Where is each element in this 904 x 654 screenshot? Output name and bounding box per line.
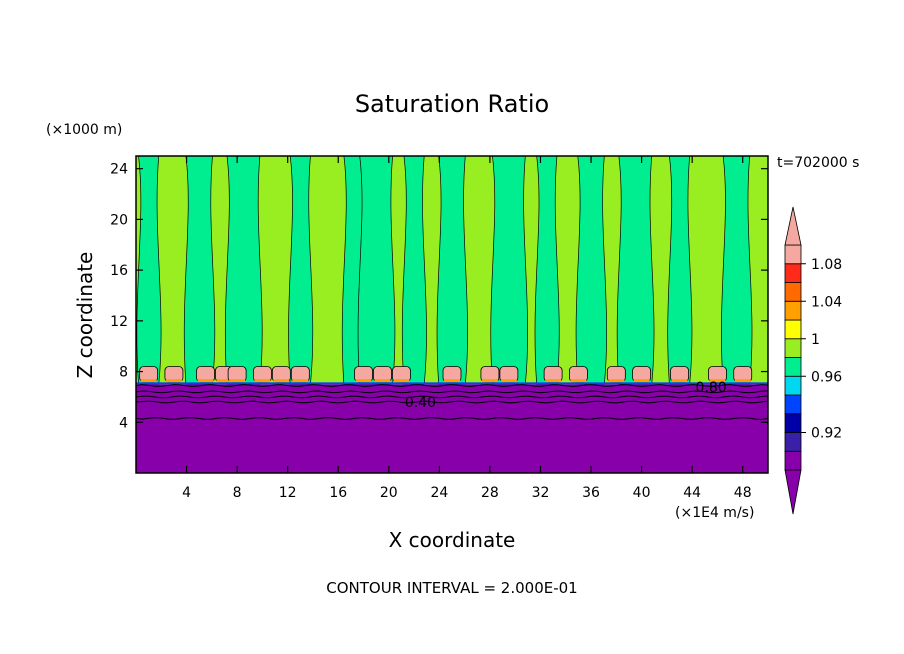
saturated-cell-edge xyxy=(444,379,460,383)
x-tick-label: 40 xyxy=(633,485,651,501)
moist-column xyxy=(616,155,655,385)
saturated-cell-edge xyxy=(570,379,587,383)
saturated-cell-edge xyxy=(500,379,517,383)
colorbar-segment xyxy=(784,413,802,433)
saturated-cell-edge xyxy=(140,379,157,383)
saturated-cell-edge xyxy=(355,379,372,383)
y-tick-label: 20 xyxy=(110,212,128,228)
contour-lines xyxy=(135,384,769,420)
x-tick-label: 8 xyxy=(233,485,242,501)
moist-column xyxy=(490,155,528,385)
colorbar-tick-label: 0.96 xyxy=(811,369,842,385)
colorbar-segment xyxy=(784,432,802,452)
contour-label: 0.40 xyxy=(405,395,436,411)
chart-title: Saturation Ratio xyxy=(355,90,549,118)
x-tick-label: 16 xyxy=(329,485,347,501)
contour-plot-area xyxy=(136,155,768,473)
y-tick-label: 4 xyxy=(119,415,128,431)
colorbar-segment xyxy=(784,263,802,283)
contour-line xyxy=(135,400,769,404)
x-axis-label: X coordinate xyxy=(389,528,516,552)
saturated-cell-edge xyxy=(197,379,214,383)
x-tick-label: 20 xyxy=(380,485,398,501)
saturated-cell-edge xyxy=(671,379,688,383)
contour-line xyxy=(135,395,769,399)
x-tick-label: 12 xyxy=(279,485,297,501)
saturated-cell-edge xyxy=(374,379,391,383)
contour-line xyxy=(135,384,769,387)
x-tick-label: 28 xyxy=(481,485,499,501)
x-tick-label: 32 xyxy=(532,485,550,501)
colorbar-tick-label: 1.04 xyxy=(811,294,842,310)
x-tick-label: 24 xyxy=(430,485,448,501)
colorbar-segment xyxy=(784,375,802,396)
saturated-cell-edge xyxy=(734,379,751,383)
x-tick-label: 4 xyxy=(182,485,191,501)
saturated-cell-edge xyxy=(292,379,309,383)
colorbar-segment xyxy=(784,300,802,321)
moist-column xyxy=(534,155,560,385)
saturated-cell-edge xyxy=(481,379,498,383)
moist-column xyxy=(401,155,427,385)
saturated-cell-edge xyxy=(709,379,726,383)
saturated-cell-edge xyxy=(165,379,182,383)
y-tick-label: 16 xyxy=(110,263,128,279)
colorbar-segment xyxy=(784,338,802,358)
transition-band xyxy=(136,382,768,385)
y-unit-label: (×1000 m) xyxy=(46,122,122,138)
contour-label: 0.80 xyxy=(696,380,727,396)
y-axis-label: Z coordinate xyxy=(73,252,97,379)
x-tick-label: 48 xyxy=(734,485,752,501)
saturated-cell-edge xyxy=(393,379,410,383)
y-axis-ticks: 4 8 12 16 20 24 xyxy=(110,162,768,431)
colorbar-segment xyxy=(784,357,802,377)
saturated-cell-edge xyxy=(273,379,290,383)
saturated-cell-edge xyxy=(254,379,271,383)
colorbar-segment xyxy=(784,319,802,340)
saturated-cell-edge xyxy=(545,379,562,383)
moist-column xyxy=(288,155,314,385)
colorbar-segment xyxy=(784,450,802,471)
x-tick-label: 44 xyxy=(683,485,701,501)
moist-column xyxy=(575,155,607,385)
saturated-cell-edge xyxy=(229,379,246,383)
colorbar-max-arrow xyxy=(784,206,802,246)
plot-frame xyxy=(135,155,769,474)
saturated-cell-edge xyxy=(633,379,650,383)
time-label: t=702000 s xyxy=(777,155,859,171)
contour-labels: 0.40 0.80 xyxy=(405,380,727,411)
moist-column xyxy=(436,155,468,385)
moist-column xyxy=(357,155,396,385)
moist-column xyxy=(224,155,263,385)
colorbar: 0.92 0.96 1 1.04 1.08 xyxy=(784,206,842,515)
dry-layer xyxy=(136,384,768,473)
contour-line xyxy=(135,417,769,420)
contour-interval-note: CONTOUR INTERVAL = 2.000E-01 xyxy=(326,579,577,597)
colorbar-segment xyxy=(784,394,802,415)
colorbar-segment xyxy=(784,244,802,265)
moist-column xyxy=(667,155,693,385)
colorbar-tick-label: 0.92 xyxy=(811,426,842,442)
saturated-cell-edge xyxy=(608,379,625,383)
colorbar-min-arrow xyxy=(784,469,802,515)
x-unit-label: (×1E4 m/s) xyxy=(675,505,754,521)
x-tick-label: 36 xyxy=(582,485,600,501)
contour-line xyxy=(135,390,769,394)
y-tick-label: 12 xyxy=(110,314,128,330)
moist-column xyxy=(183,155,216,385)
colorbar-tick-label: 1 xyxy=(811,332,820,348)
moist-column xyxy=(721,155,753,385)
saturated-cell-edge xyxy=(216,379,233,383)
x-axis-ticks: 4 8 12 16 20 24 28 32 36 40 44 48 xyxy=(182,156,752,501)
colorbar-tick-label: 1.08 xyxy=(811,257,842,273)
y-tick-label: 8 xyxy=(119,365,128,381)
y-tick-label: 24 xyxy=(110,162,128,178)
colorbar-segment xyxy=(784,282,802,302)
